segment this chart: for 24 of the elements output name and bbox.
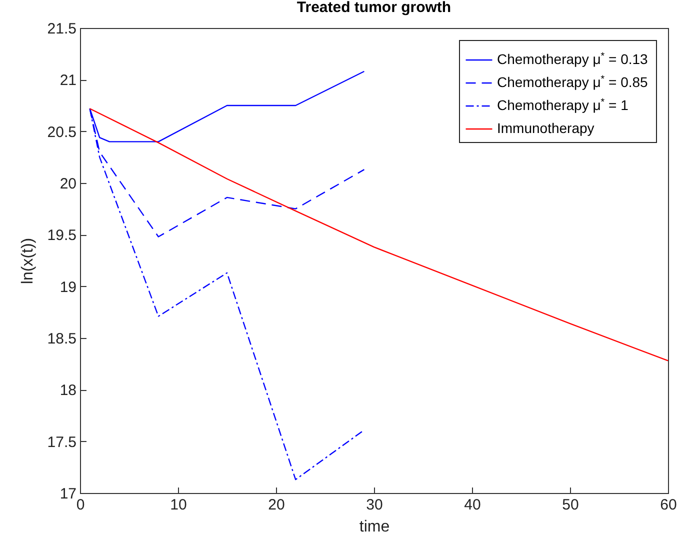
x-axis-title: time [359,518,390,536]
legend-label: Chemotherapy μ$^{*}$ = 0.85 [497,74,648,90]
y-tick-label: 18.5 [47,330,76,348]
x-tick-label: 50 [562,496,579,514]
legend-label: Immunotherapy [497,120,594,136]
y-tick-label: 21 [60,72,76,90]
y-tick-label: 19.5 [47,227,76,244]
x-tick-label: 60 [660,496,677,514]
y-tick-label: 19 [60,278,76,296]
y-tick-label: 17 [60,486,76,502]
y-tick-label: 20.5 [47,124,76,141]
y-tick-label: 20 [60,176,76,192]
y-tick-label: 17.5 [47,434,76,451]
y-axis-title: ln(x(t)) [19,238,36,284]
legend-label: Chemotherapy μ$^{*}$ = 0.13 [497,50,648,67]
x-tick-label: 10 [170,496,187,514]
x-tick-label: 40 [464,496,481,514]
legend-label: Chemotherapy μ$^{*}$ = 1 [497,96,629,113]
y-tick-label: 21.5 [47,20,76,38]
x-tick-label: 30 [366,496,383,514]
chart-title: Treated tumor growth [296,0,452,16]
x-tick-label: 20 [268,496,285,514]
x-tick-label: 0 [76,496,85,514]
y-tick-label: 18 [60,382,76,400]
